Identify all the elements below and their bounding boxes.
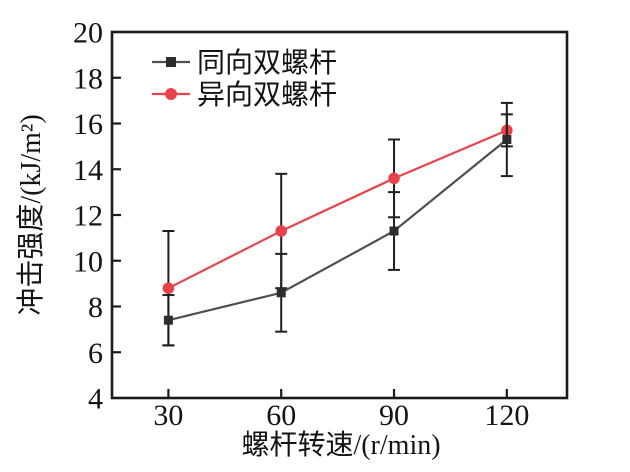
series-line-counter-rotating [167,129,508,290]
legend-label: 同向双螺杆 [197,47,337,79]
y-tick-label: 16 [73,108,103,141]
y-tick-label: 18 [73,62,103,95]
x-tick-label: 30 [153,399,183,432]
x-tick-label: 90 [379,399,409,432]
data-point-circle [162,282,175,295]
y-tick-label: 20 [73,17,103,50]
data-point-circle [275,225,288,237]
y-tick-label: 12 [73,200,103,233]
y-tick-label: 10 [73,245,103,278]
x-tick-label: 60 [266,399,296,432]
plot-frame [110,30,569,400]
y-tick-label: 6 [88,337,103,370]
legend-marker-square-icon [166,57,176,67]
data-point-circle [388,172,400,185]
x-axis-label: 螺杆转速/(r/min) [241,429,440,461]
y-tick-label: 14 [73,154,103,187]
legend-marker-circle-icon [165,88,177,100]
legend-label: 异向双螺杆 [197,79,337,111]
data-point-square [276,288,286,298]
series-line-co-rotating [168,138,508,322]
data-point-square [502,135,512,145]
y-tick-label: 4 [88,383,103,416]
data-point-square [163,315,173,325]
y-tick-label: 8 [88,291,103,324]
data-point-square [389,226,399,236]
x-tick-label: 120 [484,399,529,432]
y-axis-label: 冲击强度/(kJ/m²) [15,114,47,315]
